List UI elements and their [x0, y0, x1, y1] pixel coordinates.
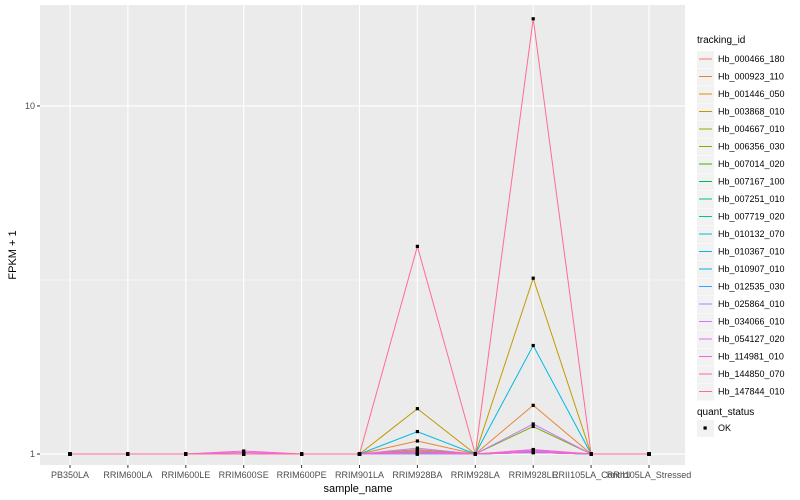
data-point	[531, 276, 535, 280]
legend: tracking_id Hb_000466_180 Hb_000923_110 Hb…	[697, 35, 785, 401]
grid	[40, 5, 685, 465]
y-tick-label: 10	[25, 101, 35, 111]
legend-label: Hb_003868_010	[718, 107, 785, 117]
x-tick-label: RRIM600LE	[161, 470, 210, 480]
data-point	[415, 244, 419, 248]
quant-status-legend-title: quant_status	[697, 407, 754, 418]
data-point	[415, 439, 419, 443]
legend-label: Hb_034066_010	[718, 317, 785, 327]
legend-label: Hb_144850_070	[718, 369, 785, 379]
y-axis-title: FPKM + 1	[7, 230, 19, 279]
legend-label: Hb_025864_010	[718, 299, 785, 309]
data-point	[415, 407, 419, 411]
legend-label: Hb_010907_010	[718, 264, 785, 274]
legend-label: Hb_147844_010	[718, 387, 785, 397]
data-points	[68, 17, 651, 456]
legend-label: Hb_007719_020	[718, 212, 785, 222]
data-point	[531, 17, 535, 21]
legend-label: Hb_007251_010	[718, 194, 785, 204]
data-point	[531, 343, 535, 348]
y-tick-label: 1	[30, 449, 35, 459]
x-tick-label: PB350LA	[51, 470, 89, 480]
legend-label: Hb_000466_180	[718, 54, 785, 64]
x-tick-label: RRIM901LA	[335, 470, 384, 480]
legend-label: Hb_000923_110	[718, 72, 784, 82]
data-point	[126, 452, 130, 456]
legend-label: Hb_007167_100	[718, 177, 785, 187]
axes: 1 10 PB350LA RRIM600LA RRIM600LE RRIM600SE RRI…	[25, 101, 691, 480]
legend-label: Hb_012535_030	[718, 282, 785, 292]
legend-label: Hb_006356_030	[718, 142, 785, 152]
quant-status-legend: quant_status OK	[697, 407, 754, 437]
x-tick-label: RRIM928BA	[392, 470, 442, 480]
legend-label: Hb_001446_050	[718, 89, 785, 99]
data-point	[357, 452, 362, 456]
x-tick-label: RRIM600PE	[277, 470, 327, 480]
data-point	[415, 429, 419, 434]
x-tick-label: RRII105LA_Stressed	[607, 470, 692, 480]
data-point	[415, 450, 419, 455]
data-point	[589, 452, 593, 456]
data-point	[531, 450, 535, 455]
data-point	[300, 452, 304, 456]
x-tick-label: RRIM600LA	[103, 470, 152, 480]
data-point	[531, 403, 535, 407]
legend-label: Hb_010367_010	[718, 247, 785, 257]
legend-label: Hb_007014_020	[718, 159, 785, 169]
data-point	[531, 422, 535, 426]
x-tick-label: RRII105LA_Control	[552, 470, 630, 480]
legend-label: Hb_114981_010	[718, 352, 784, 362]
legend-label: OK	[718, 423, 731, 433]
data-point	[473, 452, 477, 456]
legend-key-point	[703, 426, 707, 430]
x-tick-label: RRIM928LE	[509, 470, 558, 480]
data-point	[184, 452, 188, 456]
legend-label: Hb_054127_020	[718, 334, 785, 344]
data-point	[415, 446, 419, 450]
data-point	[242, 452, 246, 456]
data-point	[531, 424, 535, 429]
data-point	[531, 447, 535, 452]
data-point	[242, 449, 246, 453]
x-tick-label: RRIM928LA	[451, 470, 500, 480]
x-axis-title: sample_name	[323, 483, 392, 495]
legend-label: Hb_004667_010	[718, 124, 785, 134]
data-point	[68, 452, 72, 456]
x-tick-label: RRIM600SE	[219, 470, 269, 480]
data-point	[647, 452, 651, 456]
legend-label: Hb_010132_070	[718, 229, 785, 239]
panel-background	[40, 5, 685, 465]
legend-title: tracking_id	[697, 35, 745, 46]
